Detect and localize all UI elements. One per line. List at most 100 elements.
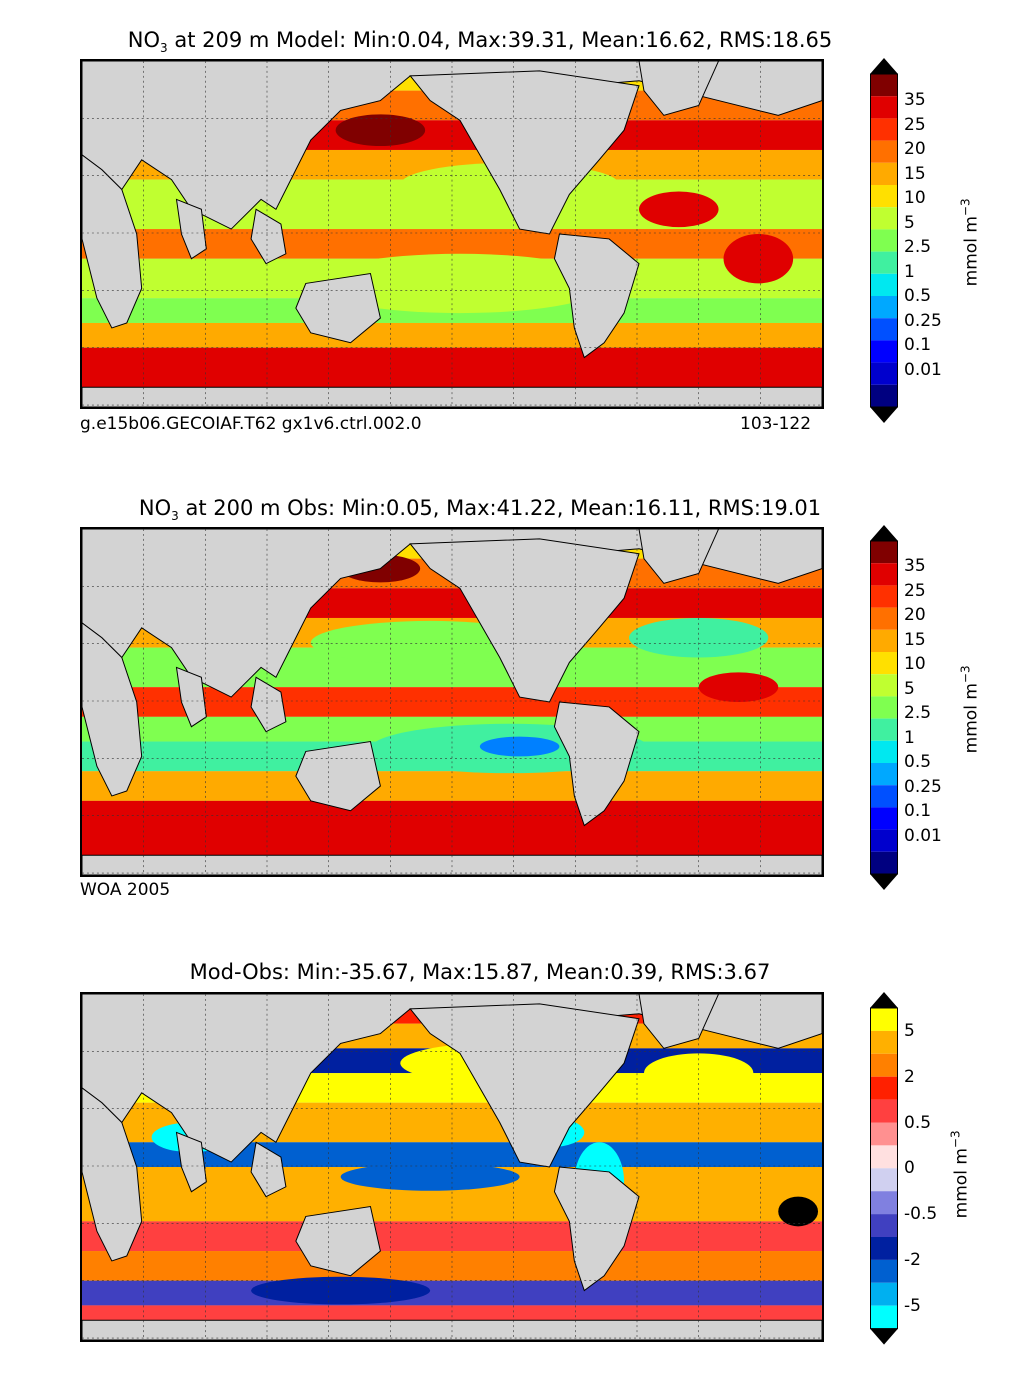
- landmass: [82, 1319, 822, 1340]
- colorbar-segment: [870, 207, 898, 230]
- panel2-colorbar: [870, 525, 898, 894]
- colorbar-svg: [870, 992, 898, 1345]
- colorbar-segment: [870, 696, 898, 719]
- colorbar-tick-label: 35: [904, 556, 926, 576]
- colorbar-segment: [870, 740, 898, 763]
- panel1-map: [80, 59, 824, 409]
- colorbar-segment: [870, 851, 898, 874]
- colorbar-segment: [870, 563, 898, 586]
- ocean-feature: [479, 736, 560, 757]
- colorbar-segment: [870, 1237, 898, 1260]
- colorbar-tick-label: 0.5: [904, 752, 932, 772]
- colorbar-tick-label: -0.5: [904, 1204, 938, 1225]
- colorbar-tick-label: -2: [904, 1250, 921, 1270]
- panel2-map: [80, 527, 824, 877]
- colorbar-tick-label: 5: [904, 1021, 915, 1041]
- colorbar-segment: [870, 585, 898, 608]
- colorbar-tick-label: 5: [904, 212, 915, 233]
- landmass: [295, 272, 381, 344]
- colorbar-segment: [870, 1099, 898, 1123]
- panel3-colorbar-label: mmol m−3: [948, 1130, 972, 1219]
- colorbar-segment: [870, 541, 898, 564]
- colorbar-segment: [870, 1030, 898, 1054]
- ocean-feature: [638, 191, 719, 228]
- landmass: [175, 1131, 207, 1193]
- colorbar-tick-label: 0.25: [904, 310, 942, 331]
- colorbar-tick-label: 10: [904, 654, 926, 674]
- colorbar-tick-label: 2.5: [904, 703, 932, 723]
- colorbar-tick-label: 10: [904, 188, 926, 208]
- colorbar-svg: [870, 58, 898, 423]
- colorbar-segment: [870, 185, 898, 208]
- colorbar-segment: [870, 362, 898, 385]
- colorbar-extend-max: [870, 58, 898, 74]
- colorbar-segment: [870, 251, 898, 274]
- colorbar-segment: [870, 718, 898, 741]
- landmass: [82, 529, 822, 698]
- ocean-feature: [251, 1276, 431, 1305]
- map-svg: [82, 994, 822, 1340]
- colorbar-segment: [870, 74, 898, 97]
- landmass: [82, 994, 822, 1163]
- colorbar-extend-max: [870, 992, 898, 1008]
- colorbar-segment: [870, 1053, 898, 1077]
- colorbar-tick-label: -5: [904, 1295, 921, 1316]
- colorbar-extend-max: [870, 525, 898, 541]
- panel3-colorbar: [870, 992, 898, 1349]
- panel2-footer-left: WOA 2005: [80, 880, 171, 900]
- landmass: [82, 154, 143, 329]
- panel3-map: [80, 992, 824, 1342]
- map-svg: [82, 529, 822, 875]
- colorbar-segment: [870, 1214, 898, 1237]
- colorbar-extend-min: [870, 407, 898, 423]
- colorbar-tick-label: 0.25: [904, 776, 942, 797]
- landmass: [409, 538, 640, 703]
- colorbar-tick-label: 1: [904, 727, 915, 748]
- colorbar-tick-label: 15: [904, 629, 926, 650]
- ocean-feature: [778, 1196, 819, 1227]
- colorbar-segment: [870, 674, 898, 697]
- landmass: [82, 622, 143, 797]
- colorbar-segment: [870, 296, 898, 319]
- ocean-feature: [723, 234, 794, 284]
- ocean-feature: [335, 114, 426, 147]
- colorbar-tick-label: 0.01: [904, 359, 942, 380]
- colorbar-tick-label: 5: [904, 678, 915, 699]
- panel1-footer-left: g.e15b06.GECOIAF.T62 gx1v6.ctrl.002.0: [80, 414, 422, 434]
- colorbar-segment: [870, 1259, 898, 1283]
- colorbar-segment: [870, 807, 898, 830]
- colorbar-segment: [870, 318, 898, 341]
- colorbar-segment: [870, 629, 898, 652]
- colorbar-tick-label: 15: [904, 163, 926, 184]
- colorbar-segment: [870, 140, 898, 163]
- colorbar-segment: [870, 1076, 898, 1100]
- colorbar-tick-label: 0.5: [904, 1112, 932, 1133]
- colorbar-segment: [870, 162, 898, 185]
- colorbar-segment: [870, 1122, 898, 1146]
- landmass: [82, 61, 822, 230]
- landmass: [82, 854, 822, 875]
- colorbar-tick-label: 2.5: [904, 237, 932, 257]
- landmass: [295, 740, 381, 812]
- landmass: [82, 1087, 143, 1262]
- landmass: [175, 198, 207, 260]
- colorbar-segment: [870, 384, 898, 407]
- panel3-title: Mod-Obs: Min:-35.67, Max:15.87, Mean:0.3…: [189, 960, 771, 984]
- panel1-colorbar: [870, 58, 898, 427]
- map-svg: [82, 61, 822, 407]
- landmass: [409, 70, 640, 235]
- ocean-feature: [643, 1053, 754, 1093]
- panel1-colorbar-label: mmol m−3: [958, 198, 982, 287]
- colorbar-tick-label: 25: [904, 114, 926, 135]
- colorbar-tick-label: 0.1: [904, 801, 932, 821]
- colorbar-segment: [870, 785, 898, 808]
- colorbar-segment: [870, 1191, 898, 1215]
- landmass: [250, 208, 287, 265]
- colorbar-segment: [870, 340, 898, 363]
- colorbar-segment: [870, 1008, 898, 1031]
- landmass: [250, 1141, 287, 1198]
- colorbar-svg: [870, 525, 898, 890]
- colorbar-segment: [870, 273, 898, 296]
- colorbar-extend-min: [870, 874, 898, 890]
- colorbar-tick-label: 20: [904, 605, 926, 625]
